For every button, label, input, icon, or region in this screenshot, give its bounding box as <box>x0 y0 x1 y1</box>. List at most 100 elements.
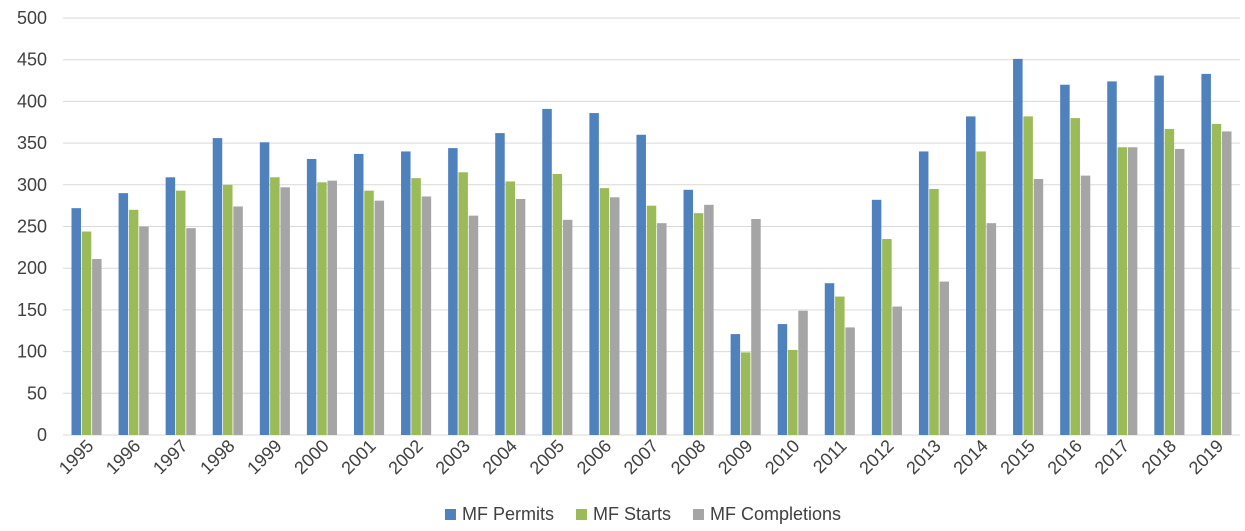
y-tick-label: 500 <box>17 8 47 28</box>
bar-mf-permits-2000 <box>306 158 317 436</box>
bar-mf-permits-2003 <box>448 148 458 435</box>
bar-mf-starts-2000 <box>317 182 327 435</box>
y-tick-label: 400 <box>17 91 47 111</box>
bar-mf-permits-2015 <box>1013 58 1023 436</box>
legend-swatch <box>692 509 704 520</box>
y-tick-label: 300 <box>17 175 47 195</box>
x-tick-label: 2003 <box>432 436 474 478</box>
bar-mf-permits-2007 <box>636 134 646 435</box>
x-tick-label: 2014 <box>949 436 991 478</box>
x-tick-label: 2012 <box>855 436 897 478</box>
bar-mf-completions-1996 <box>139 226 149 435</box>
bar-mf-permits-2008 <box>683 189 694 435</box>
y-tick-label: 50 <box>27 383 47 403</box>
x-tick-label: 2010 <box>761 436 803 478</box>
x-tick-label: 2007 <box>620 436 662 478</box>
bar-mf-completions-2011 <box>845 327 855 435</box>
x-tick-label: 2002 <box>384 436 426 478</box>
x-tick-label: 2011 <box>809 436 851 478</box>
bar-mf-completions-2004 <box>515 198 526 435</box>
bar-mf-starts-2004 <box>505 181 516 435</box>
y-tick-label: 250 <box>17 217 47 237</box>
bar-mf-starts-2008 <box>693 213 704 435</box>
bar-mf-permits-1997 <box>165 177 176 435</box>
bar-mf-starts-2002 <box>411 178 421 436</box>
bar-mf-starts-2011 <box>835 296 845 435</box>
x-axis-ticks: 1995 1996 1997 1998 1999 2000 2001 2002 2003 2004… <box>55 436 1227 478</box>
x-tick-label: 1996 <box>102 436 144 478</box>
x-tick-label: 2015 <box>997 436 1039 478</box>
bar-mf-completions-2019 <box>1222 131 1232 435</box>
x-tick-label: 2005 <box>526 436 568 478</box>
bar-mf-completions-2015 <box>1033 178 1044 435</box>
bar-mf-starts-2015 <box>1023 116 1033 436</box>
y-tick-label: 0 <box>37 425 47 445</box>
x-tick-label: 2016 <box>1044 436 1086 478</box>
bar-mf-starts-1996 <box>128 209 139 435</box>
bar-mf-permits-2009 <box>730 334 741 435</box>
x-tick-label: 1997 <box>149 436 191 478</box>
bar-mf-permits-2017 <box>1107 81 1117 435</box>
bar-mf-permits-2018 <box>1154 75 1164 436</box>
x-tick-label: 1999 <box>243 436 285 478</box>
bar-mf-permits-2014 <box>966 116 976 436</box>
x-tick-label: 2004 <box>479 436 521 478</box>
bar-mf-completions-2018 <box>1174 148 1185 436</box>
x-tick-label: 2018 <box>1138 436 1180 478</box>
x-tick-label: 2017 <box>1091 436 1133 478</box>
bar-mf-starts-2010 <box>787 349 798 435</box>
x-tick-label: 2006 <box>573 436 615 478</box>
legend-label: MF Starts <box>593 504 671 524</box>
bar-mf-completions-2013 <box>939 281 950 435</box>
bar-mf-permits-2001 <box>353 153 364 435</box>
bar-mf-completions-2000 <box>327 180 337 435</box>
bars <box>71 58 1232 436</box>
bar-mf-permits-2002 <box>401 151 411 435</box>
legend-swatch <box>444 509 456 520</box>
legend-label: MF Permits <box>462 504 554 524</box>
y-tick-label: 450 <box>17 50 47 70</box>
bar-mf-permits-2004 <box>495 133 505 436</box>
bar-mf-completions-2005 <box>562 219 573 435</box>
legend-item-mf-starts: MF Starts <box>575 504 671 524</box>
bar-mf-completions-1998 <box>233 206 243 435</box>
bar-mf-starts-2007 <box>646 205 657 435</box>
bar-mf-starts-2018 <box>1164 128 1175 435</box>
bar-mf-completions-2003 <box>468 215 479 435</box>
bar-mf-permits-1996 <box>118 193 129 435</box>
bar-mf-permits-2011 <box>824 283 835 435</box>
legend-swatch <box>575 509 587 520</box>
bar-mf-starts-1997 <box>175 190 186 435</box>
y-tick-label: 200 <box>17 258 47 278</box>
x-tick-label: 2013 <box>902 436 944 478</box>
bar-mf-starts-2017 <box>1117 147 1128 435</box>
bar-mf-permits-2006 <box>589 113 599 436</box>
bar-mf-completions-2010 <box>798 310 808 435</box>
x-tick-label: 1995 <box>55 436 97 478</box>
bar-mf-starts-2019 <box>1211 123 1222 435</box>
bar-mf-permits-2016 <box>1060 84 1070 435</box>
bar-mf-starts-2001 <box>364 190 374 435</box>
bar-mf-completions-2008 <box>704 204 714 435</box>
y-tick-label: 350 <box>17 133 47 153</box>
bar-mf-completions-2012 <box>892 306 902 435</box>
x-tick-label: 1998 <box>196 436 238 478</box>
bar-mf-permits-2013 <box>918 151 929 435</box>
bar-mf-permits-2012 <box>871 199 882 435</box>
bar-mf-starts-2006 <box>599 188 610 435</box>
y-tick-label: 100 <box>17 342 47 362</box>
bar-mf-permits-1998 <box>212 138 223 435</box>
bar-mf-permits-2010 <box>777 324 788 435</box>
x-tick-label: 2019 <box>1185 436 1227 478</box>
bar-mf-completions-1997 <box>186 228 196 435</box>
bar-mf-completions-2017 <box>1127 147 1138 435</box>
bar-mf-permits-1995 <box>71 208 81 435</box>
bar-mf-starts-2012 <box>882 239 892 435</box>
bar-mf-permits-2019 <box>1201 73 1211 436</box>
x-tick-label: 2000 <box>290 436 332 478</box>
x-tick-label: 2001 <box>337 436 379 478</box>
bar-mf-completions-2009 <box>751 218 761 435</box>
y-axis-ticks: 0 50 100 150 200 250 300 350 400 450 500 <box>17 8 47 445</box>
